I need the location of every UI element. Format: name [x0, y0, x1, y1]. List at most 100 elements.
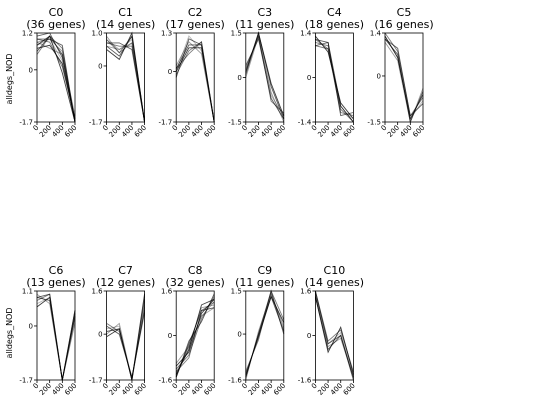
x-tick-label: 200	[177, 382, 192, 397]
series-line	[175, 41, 215, 123]
x-tick-label: 0	[101, 124, 110, 133]
series-line	[245, 289, 285, 378]
series-line	[106, 42, 146, 123]
panel-title: C4	[327, 6, 342, 19]
x-tick-label: 200	[316, 382, 331, 397]
series-line	[384, 38, 424, 117]
x-tick-label: 600	[63, 382, 78, 397]
y-tick-label: -1.7	[19, 119, 33, 127]
series-line	[106, 309, 146, 378]
x-tick-label: 0	[171, 124, 180, 133]
panel-title: C1	[118, 6, 133, 19]
y-tick-label: 1.5	[231, 288, 242, 296]
x-tick-label: 600	[411, 124, 426, 139]
y-tick-label: -1.7	[89, 119, 103, 127]
y-axis-label-row-2: alldegs_NOD	[5, 307, 14, 358]
y-tick-label: 1.5	[231, 30, 242, 38]
y-tick-label: 1.4	[300, 30, 312, 38]
y-tick-label: -1.6	[228, 377, 242, 385]
series-line	[384, 35, 424, 121]
y-tick-label: 0	[98, 62, 102, 70]
panel-subtitle: (13 genes)	[26, 276, 85, 289]
y-tick-label: -1.5	[228, 119, 242, 127]
series-line	[175, 40, 215, 123]
x-tick-label: 0	[240, 124, 249, 133]
series-line	[106, 35, 146, 123]
series-line	[384, 41, 424, 124]
y-tick-label: 0	[307, 332, 311, 340]
x-tick-label: 400	[190, 382, 205, 397]
series-line	[175, 293, 215, 378]
y-tick-label: 0	[168, 332, 172, 340]
x-tick-label: 200	[386, 124, 401, 139]
panel-subtitle: (14 genes)	[96, 18, 155, 31]
x-tick-label: 400	[190, 124, 205, 139]
x-tick-label: 0	[310, 382, 319, 391]
panel-title: C5	[397, 6, 412, 19]
series-line	[175, 301, 215, 373]
y-tick-label: 1.6	[91, 288, 103, 296]
series-line	[106, 312, 146, 378]
panel-subtitle: (12 genes)	[96, 276, 155, 289]
x-tick-label: 400	[259, 382, 274, 397]
x-tick-label: 200	[247, 382, 262, 397]
y-tick-label: 1.0	[91, 30, 102, 38]
series-line	[245, 37, 285, 120]
x-tick-label: 0	[240, 382, 249, 391]
y-tick-label: -1.6	[298, 377, 312, 385]
panel-title: C2	[188, 6, 203, 19]
x-tick-label: 0	[171, 382, 180, 391]
series-line	[175, 38, 215, 123]
y-tick-label: -1.5	[367, 119, 381, 127]
series-line	[36, 44, 76, 120]
y-tick-label: 0	[29, 322, 33, 330]
panel-subtitle: (32 genes)	[166, 276, 225, 289]
series-line	[314, 290, 354, 381]
axes-frame	[106, 32, 145, 123]
x-tick-label: 400	[329, 124, 344, 139]
x-tick-label: 600	[133, 124, 148, 139]
y-tick-label: 1.2	[22, 30, 33, 38]
x-tick-label: 600	[63, 124, 78, 139]
x-tick-label: 200	[316, 124, 331, 139]
axes-frame	[36, 32, 76, 123]
x-tick-label: 0	[32, 124, 41, 133]
x-tick-label: 600	[133, 382, 148, 397]
x-tick-label: 600	[342, 124, 357, 139]
series-line	[106, 36, 146, 123]
x-tick-label: 400	[120, 124, 135, 139]
series-line	[315, 39, 354, 123]
y-tick-label: 0	[237, 74, 241, 82]
axes-frame	[384, 32, 424, 123]
series-line	[175, 41, 215, 123]
x-tick-label: 400	[51, 382, 66, 397]
axes-frame	[36, 290, 76, 381]
x-tick-label: 600	[202, 382, 217, 397]
axes-frame	[175, 32, 215, 123]
panel-subtitle: (16 genes)	[374, 18, 433, 31]
panel-title: C3	[257, 6, 272, 19]
panel-subtitle: (36 genes)	[26, 18, 85, 31]
panel-title: C9	[257, 264, 272, 277]
panel-title: C8	[188, 264, 203, 277]
x-tick-label: 400	[259, 124, 274, 139]
y-tick-label: 0	[377, 72, 381, 80]
series-line	[37, 38, 76, 123]
series-line	[175, 298, 215, 375]
x-tick-label: 200	[177, 124, 192, 139]
axes-frame	[106, 290, 145, 381]
series-line	[36, 293, 76, 381]
axes-frame	[245, 290, 285, 381]
y-tick-label: 0	[29, 66, 33, 74]
x-tick-label: 0	[32, 382, 41, 391]
panel-subtitle: (17 genes)	[166, 18, 225, 31]
x-tick-label: 600	[272, 124, 287, 139]
x-tick-label: 400	[120, 382, 135, 397]
x-tick-label: 400	[329, 382, 344, 397]
